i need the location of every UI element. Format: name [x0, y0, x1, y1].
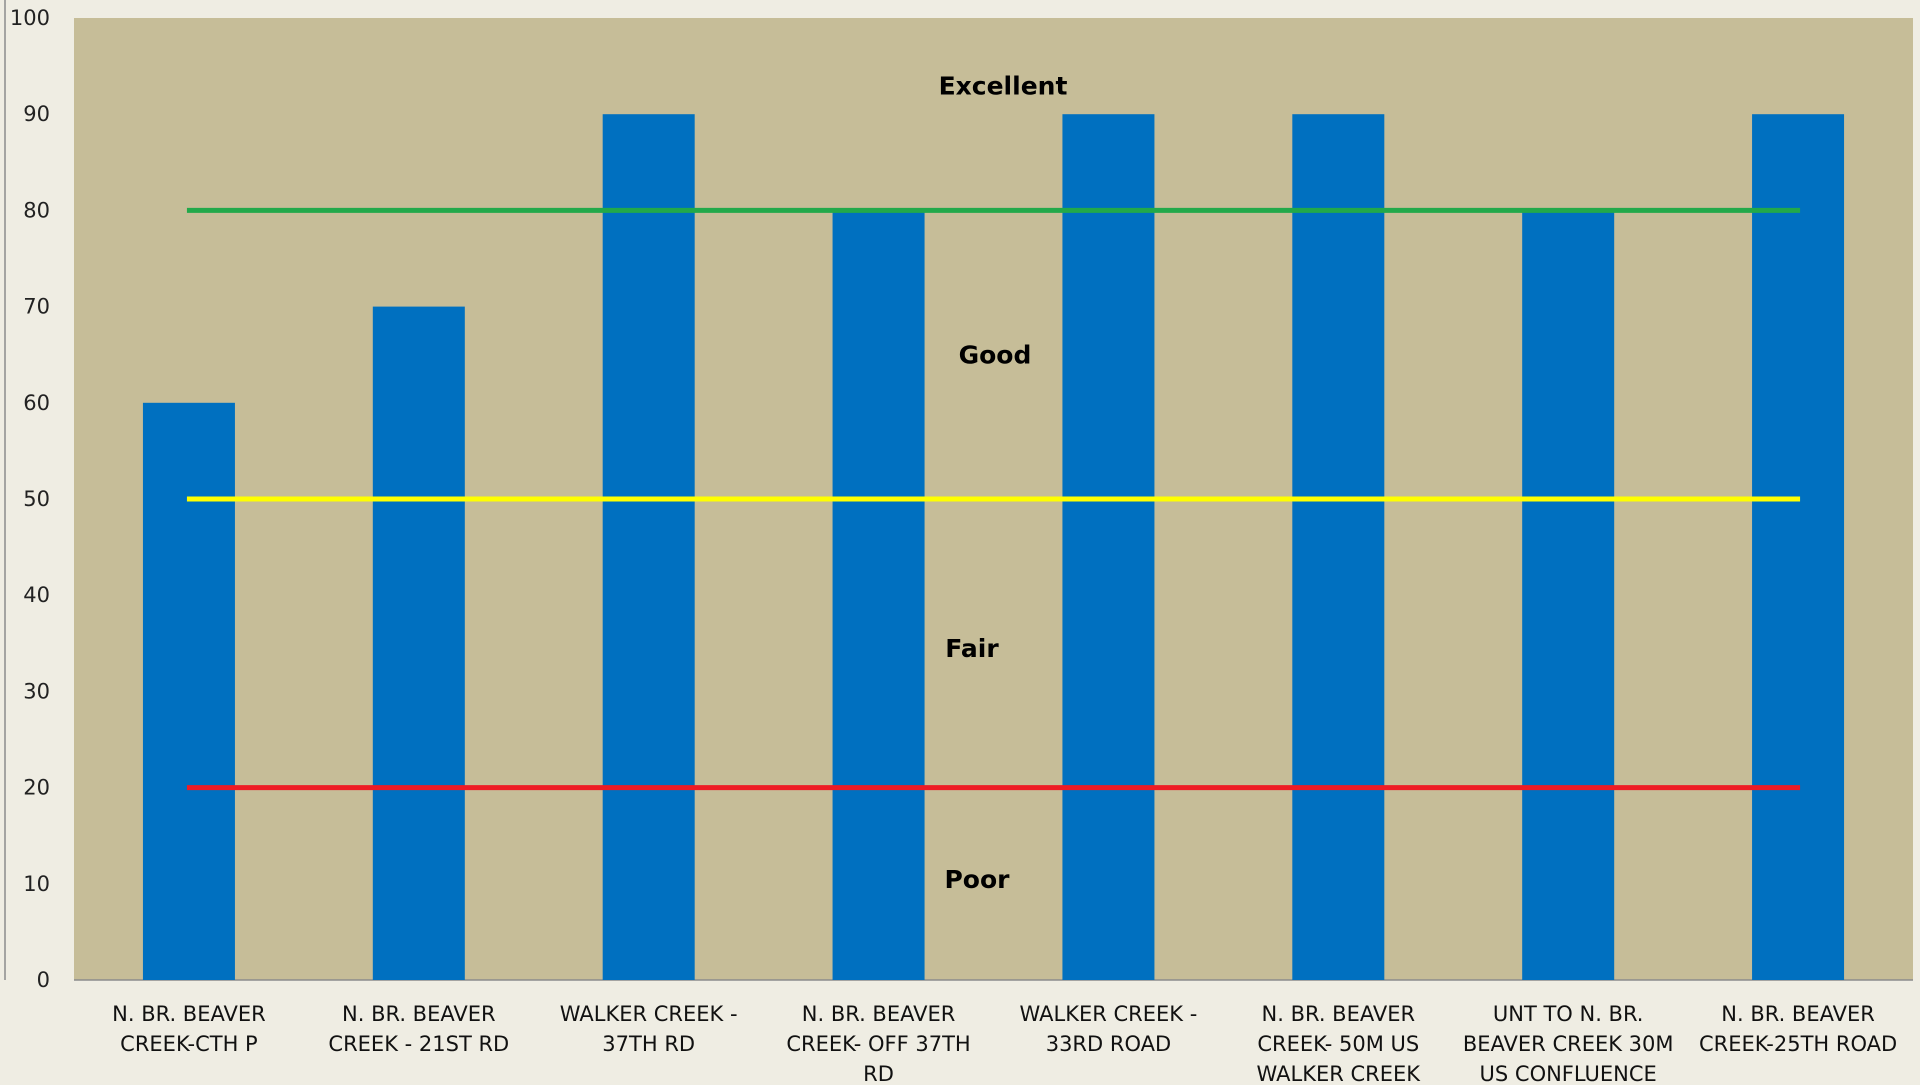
- y-tick-label: 10: [23, 872, 50, 896]
- y-tick-label: 20: [23, 776, 50, 800]
- bar: [602, 114, 695, 980]
- bar: [1522, 210, 1615, 980]
- bar: [142, 402, 235, 980]
- y-tick-label: 0: [37, 968, 50, 992]
- bar: [372, 306, 465, 981]
- bar: [1062, 114, 1155, 980]
- y-tick-label: 60: [23, 391, 50, 415]
- x-tick-label: N. BR. BEAVER CREEK- 50M US WALKER CREEK: [1257, 1002, 1422, 1085]
- bar: [832, 210, 925, 980]
- x-tick-label: N. BR. BEAVER CREEK - 21ST RD: [328, 1002, 509, 1056]
- bar: [1292, 114, 1385, 980]
- y-tick-label: 50: [23, 487, 50, 511]
- y-tick-label: 80: [23, 198, 50, 222]
- x-tick-label: N. BR. BEAVER CREEK-25TH ROAD: [1699, 1002, 1897, 1056]
- band-label: Good: [959, 341, 1032, 370]
- x-tick-label: N. BR. BEAVER CREEK-CTH P: [112, 1002, 266, 1056]
- x-tick-label: WALKER CREEK -37TH RD: [560, 1002, 738, 1056]
- x-tick-label: N. BR. BEAVER CREEK- OFF 37TH RD: [786, 1002, 970, 1085]
- y-tick-label: 70: [23, 295, 50, 319]
- bar: [1752, 114, 1845, 980]
- y-tick-label: 40: [23, 583, 50, 607]
- y-tick-label: 100: [10, 6, 50, 30]
- x-tick-label: UNT TO N. BR. BEAVER CREEK 30M US CONFLUEN…: [1463, 1002, 1674, 1085]
- band-label: Excellent: [939, 71, 1068, 100]
- band-label: Poor: [944, 865, 1010, 894]
- x-tick-label: WALKER CREEK -33RD ROAD: [1020, 1002, 1198, 1056]
- band-label: Fair: [945, 634, 999, 663]
- y-tick-label: 90: [23, 102, 50, 126]
- y-tick-label: 30: [23, 679, 50, 703]
